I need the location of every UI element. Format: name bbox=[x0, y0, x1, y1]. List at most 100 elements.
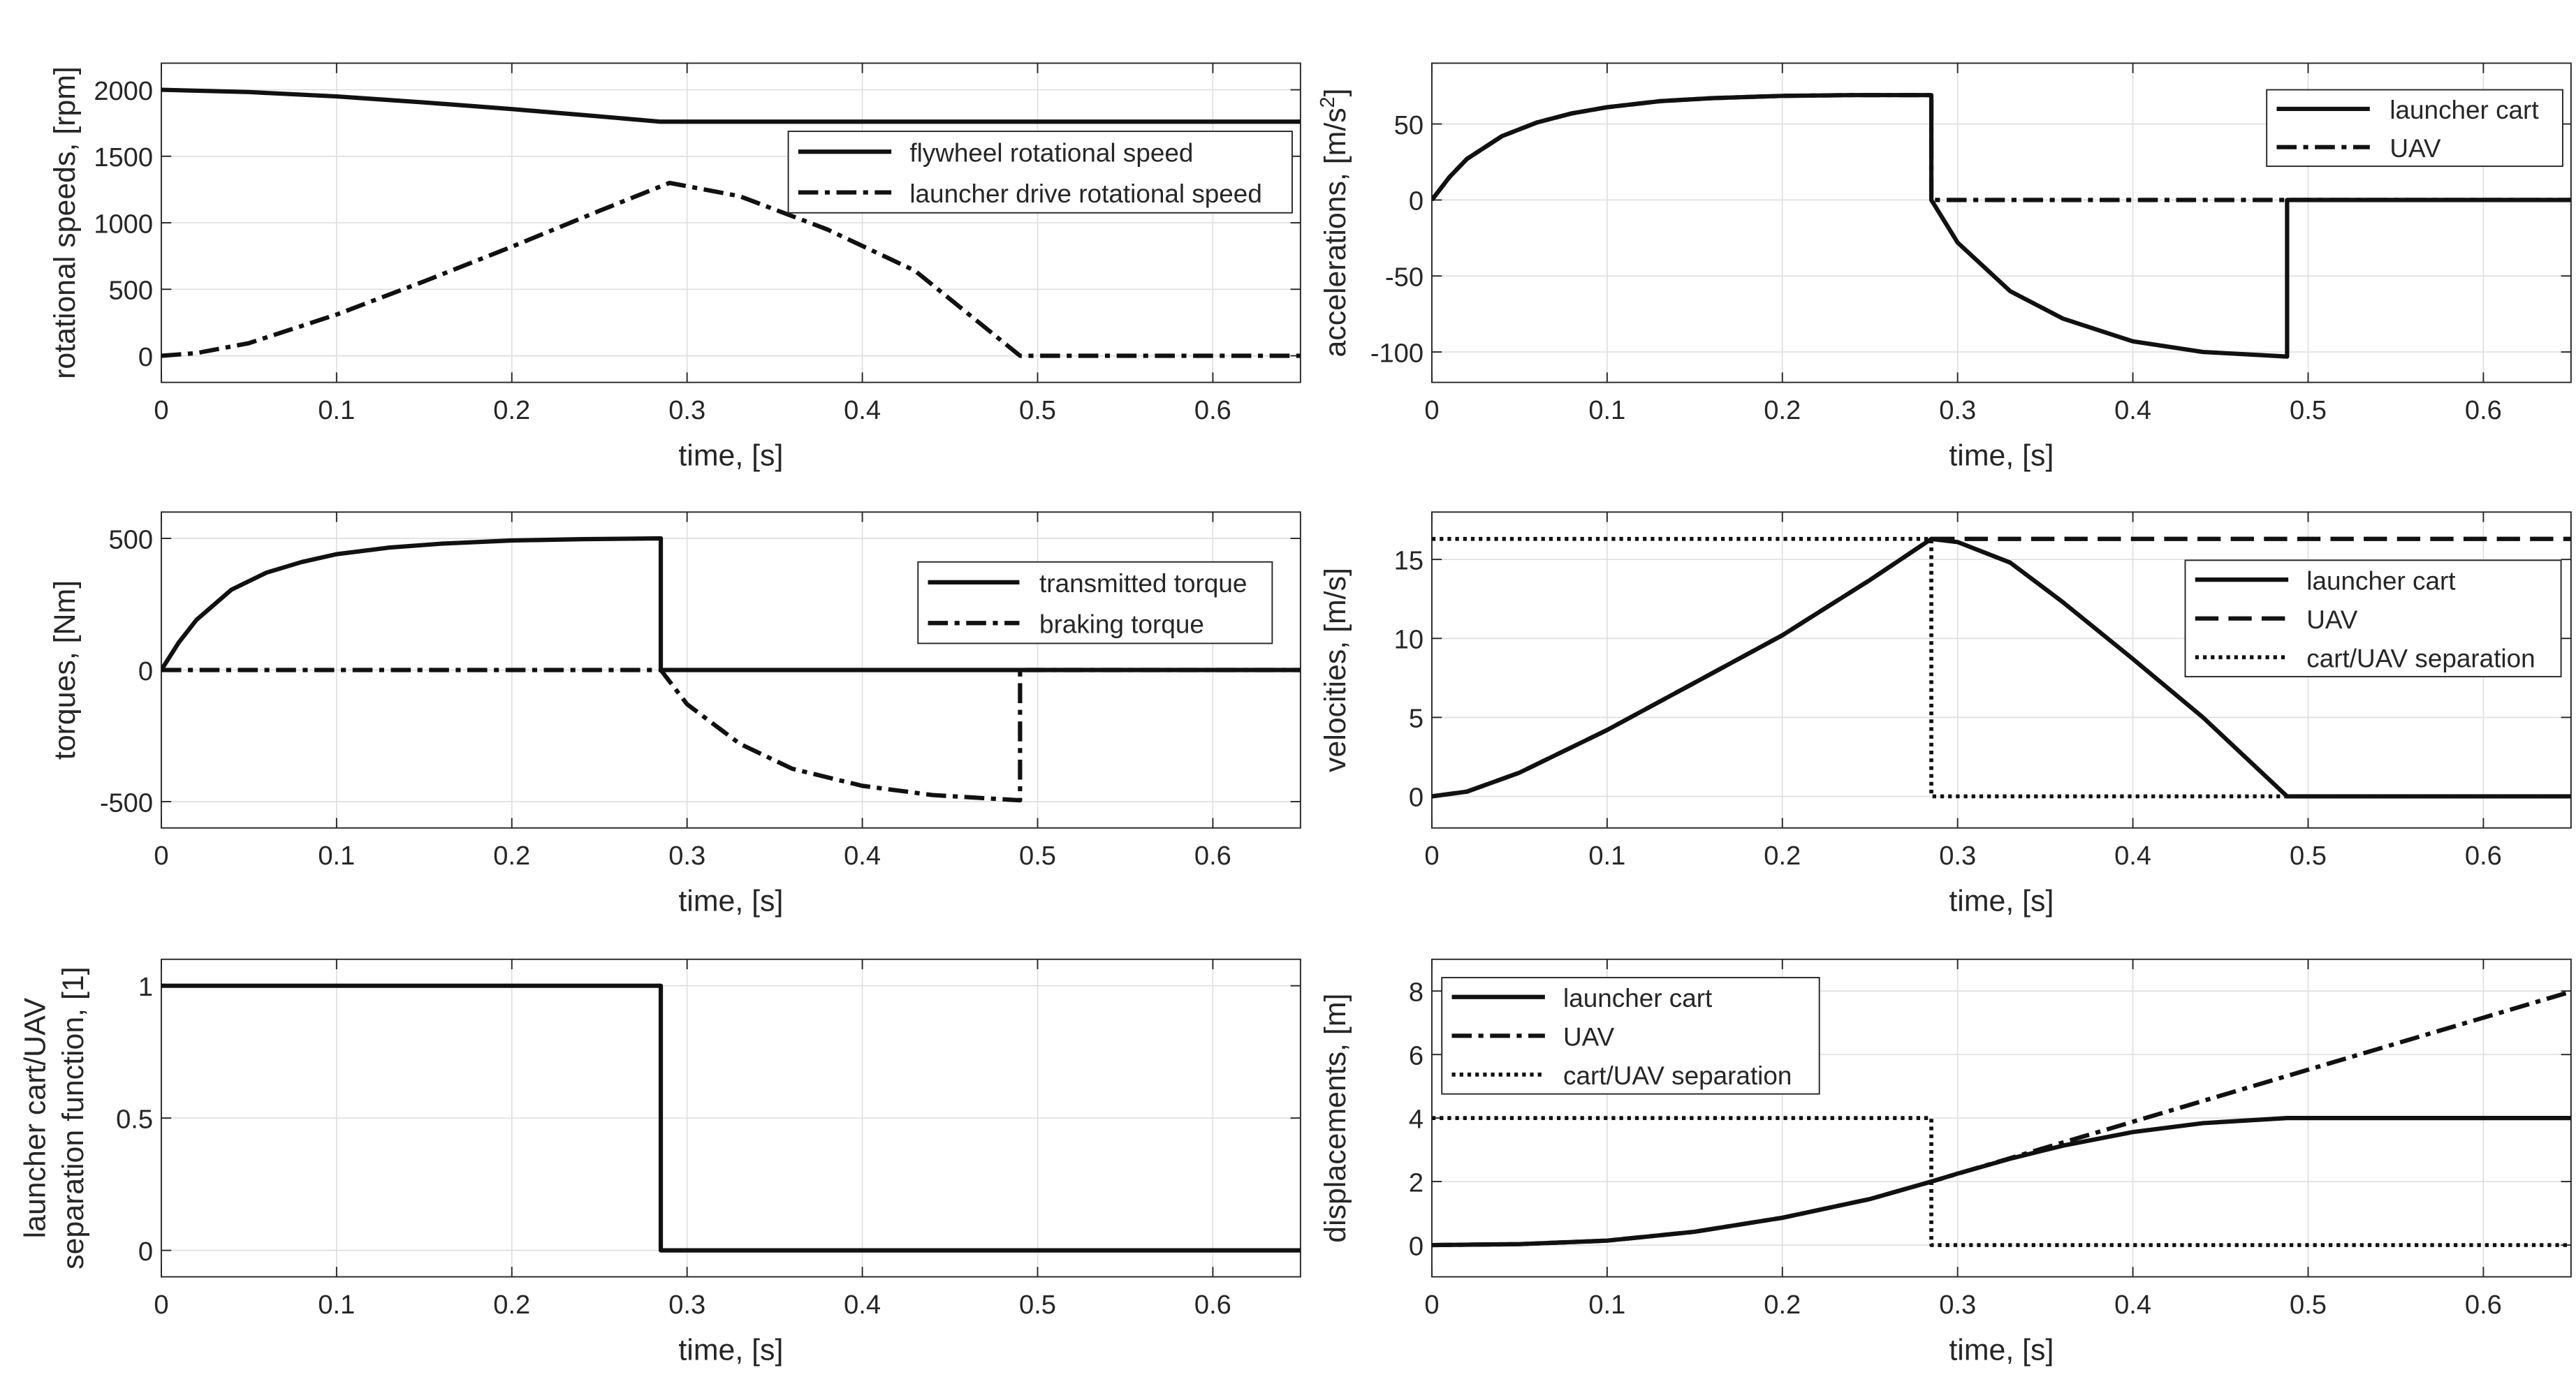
y-tick-label: 500 bbox=[108, 525, 153, 554]
y-axis-label-text: accelerations, [m/s bbox=[1319, 108, 1352, 357]
x-tick-label: 0.6 bbox=[2465, 841, 2502, 871]
y-tick-label: -500 bbox=[100, 788, 153, 818]
y-tick-label: 50 bbox=[1394, 111, 1424, 140]
y-axis-label-text: rotational speeds, [rpm] bbox=[48, 66, 82, 379]
y-axis-label-text: displacements, [m] bbox=[1319, 994, 1352, 1243]
legend-box bbox=[2266, 89, 2563, 168]
legend: launcher cart UAV cart/UAV separation bbox=[1441, 977, 1820, 1095]
x-tick-label: 0.4 bbox=[2114, 841, 2151, 871]
x-axis-label: time, [s] bbox=[678, 1334, 783, 1367]
series-line-cart-uav-separation bbox=[1431, 1116, 2571, 1247]
x-axis-label: time, [s] bbox=[678, 439, 783, 473]
y-tick-label: 15 bbox=[1394, 546, 1424, 575]
x-tick-label: 0.3 bbox=[668, 1290, 705, 1320]
series-group bbox=[161, 983, 1301, 1253]
x-tick-label: 0.2 bbox=[493, 396, 530, 425]
legend-label: cart/UAV separation bbox=[1563, 1061, 1792, 1090]
y-tick-label: 6 bbox=[1409, 1041, 1424, 1070]
y-tick-label: -100 bbox=[1370, 339, 1424, 368]
legend-label: braking torque bbox=[1039, 610, 1204, 639]
y-axis-label-sup: 2 bbox=[1317, 96, 1339, 108]
x-tick-label: 0.5 bbox=[2290, 396, 2327, 425]
axes-box bbox=[1430, 62, 2572, 383]
x-tick-label: 0.3 bbox=[1939, 396, 1976, 425]
y-axis-label: velocities, [m/s] bbox=[1319, 568, 1352, 772]
x-axis-label: time, [s] bbox=[1949, 439, 2054, 473]
y-axis-label-text: velocities, [m/s] bbox=[1319, 568, 1352, 772]
x-tick-label: 0 bbox=[1424, 1290, 1439, 1320]
x-tick-label: 0.6 bbox=[1194, 841, 1231, 871]
x-axis-label: time, [s] bbox=[678, 885, 783, 918]
series-line-launcher-drive-rotational-speed bbox=[161, 180, 1301, 358]
legend-label: transmitted torque bbox=[1039, 569, 1247, 598]
x-tick-label: 0.1 bbox=[1588, 841, 1625, 871]
x-tick-label: 0.2 bbox=[493, 1290, 530, 1320]
series-group bbox=[1431, 93, 2571, 359]
y-tick-label: 8 bbox=[1409, 978, 1424, 1008]
x-tick-label: 0.4 bbox=[2114, 396, 2151, 425]
x-tick-label: 0.1 bbox=[1588, 396, 1625, 425]
y-tick-label: 10 bbox=[1394, 626, 1424, 655]
series-line-cart-uav-separation bbox=[1431, 536, 2571, 799]
legend-label: launcher cart bbox=[1563, 984, 1712, 1013]
y-axis-label-end: ] bbox=[1319, 89, 1352, 97]
legend-label: cart/UAV separation bbox=[2306, 645, 2535, 673]
x-tick-label: 0.4 bbox=[2114, 1290, 2151, 1320]
series-line-uav bbox=[1431, 536, 2571, 799]
x-tick-label: 0.2 bbox=[1764, 1290, 1801, 1320]
x-tick-label: 0 bbox=[154, 841, 168, 871]
y-axis-label-line: launcher cart/UAV bbox=[18, 997, 52, 1238]
y-tick-label: 0 bbox=[1409, 783, 1424, 813]
y-tick-label: 4 bbox=[1409, 1105, 1424, 1134]
y-tick-label: 0 bbox=[138, 657, 153, 686]
y-tick-label: 0 bbox=[1409, 1232, 1424, 1261]
y-tick-label: 0.5 bbox=[116, 1105, 153, 1134]
chart-velocities: 0 0.1 0.2 0.3 0.4 0.5 0.6 0 5 10 15 time, [s] veloci… bbox=[1319, 511, 2572, 918]
y-tick-label: 2000 bbox=[94, 77, 153, 106]
x-tick-label: 0.4 bbox=[844, 841, 881, 871]
legend: flywheel rotational speed launcher drive … bbox=[787, 131, 1293, 214]
x-tick-label: 0.5 bbox=[2290, 841, 2327, 871]
chart-separation-function: 0 0.1 0.2 0.3 0.4 0.5 0.6 0 0.5 1 time, [s] launche… bbox=[18, 958, 1301, 1367]
series-line-separation-function bbox=[161, 983, 1301, 1253]
y-tick-label: 500 bbox=[108, 277, 153, 306]
x-axis-label: time, [s] bbox=[1949, 1334, 2054, 1367]
x-tick-label: 0.1 bbox=[318, 396, 355, 425]
legend-label: launcher drive rotational speed bbox=[909, 179, 1262, 208]
y-tick-label: 1000 bbox=[94, 209, 153, 239]
x-tick-label: 0.6 bbox=[2465, 1290, 2502, 1320]
series-line-launcher-cart bbox=[1431, 536, 2571, 799]
series-line-flywheel-rotational-speed bbox=[161, 87, 1301, 124]
y-tick-label: 0 bbox=[1409, 187, 1424, 216]
x-tick-label: 0.5 bbox=[1019, 841, 1056, 871]
x-tick-label: 0.1 bbox=[1588, 1290, 1625, 1320]
x-tick-label: 0.1 bbox=[318, 1290, 355, 1320]
x-tick-label: 0.1 bbox=[318, 841, 355, 871]
series-line-uav bbox=[1431, 989, 2571, 1248]
y-axis-label: displacements, [m] bbox=[1319, 994, 1352, 1243]
y-axis-label: accelerations, [m/s2] bbox=[1317, 89, 1352, 358]
x-tick-label: 0.4 bbox=[844, 1290, 881, 1320]
x-tick-label: 0.2 bbox=[493, 841, 530, 871]
legend-box bbox=[787, 131, 1293, 214]
x-tick-label: 0.5 bbox=[1019, 1290, 1056, 1320]
y-tick-label: 1500 bbox=[94, 143, 153, 172]
legend-label: UAV bbox=[1563, 1023, 1615, 1052]
chart-displacements: 0 0.1 0.2 0.3 0.4 0.5 0.6 0 2 4 6 8 time, [s] displac… bbox=[1319, 958, 2572, 1367]
x-tick-label: 0.2 bbox=[1764, 841, 1801, 871]
x-tick-label: 0 bbox=[1424, 396, 1439, 425]
x-tick-label: 0.4 bbox=[844, 396, 881, 425]
series-group bbox=[1431, 536, 2571, 799]
legend: transmitted torque braking torque bbox=[917, 561, 1273, 645]
y-tick-label: 2 bbox=[1409, 1168, 1424, 1198]
chart-rotational-speeds: 0 0.1 0.2 0.3 0.4 0.5 0.6 0 500 1000 1500 2000 time,… bbox=[48, 62, 1301, 473]
legend-label: UAV bbox=[2390, 134, 2441, 163]
x-tick-label: 0.6 bbox=[1194, 396, 1231, 425]
x-tick-label: 0.3 bbox=[1939, 1290, 1976, 1320]
legend-label: launcher cart bbox=[2390, 96, 2538, 124]
y-axis-label: rotational speeds, [rpm] bbox=[48, 66, 82, 379]
x-tick-label: 0.6 bbox=[1194, 1290, 1231, 1320]
x-tick-label: 0 bbox=[1424, 841, 1439, 871]
legend-box bbox=[917, 561, 1273, 645]
